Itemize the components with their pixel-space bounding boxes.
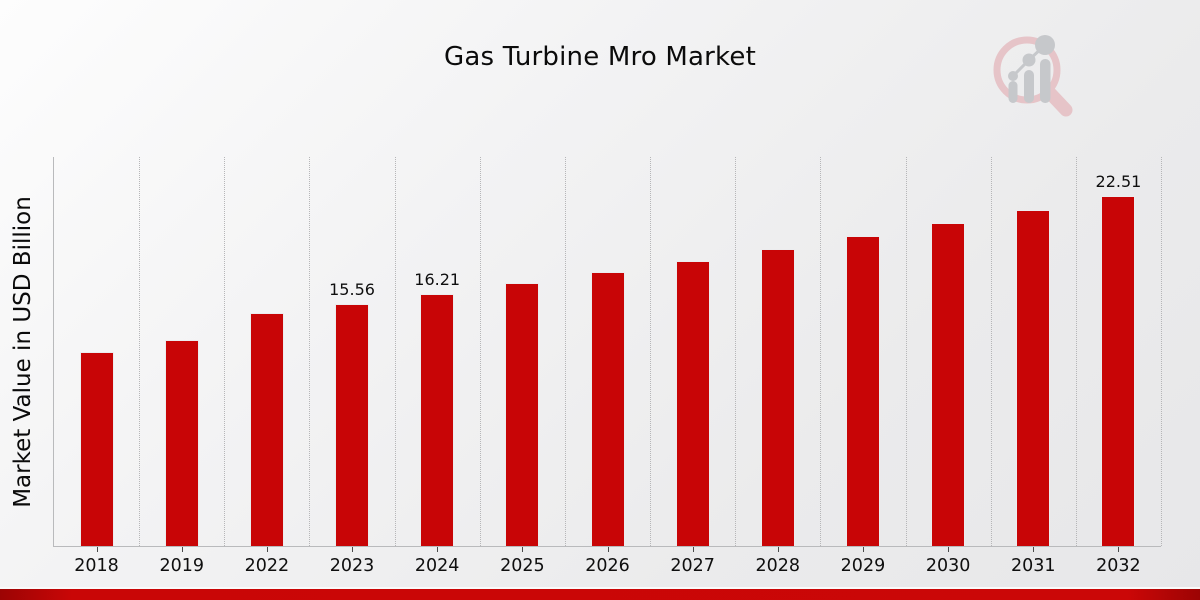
- plot-area: 2018 2019 2022 15.56 2023 16.21 2024 2025 2026 20…: [53, 157, 1162, 576]
- mrfr-magnifier-bar-chart-logo-icon: [993, 35, 1073, 117]
- x-tick-label: 2026: [585, 556, 630, 576]
- x-axis-tick: [96, 547, 98, 552]
- bar-2024: [420, 293, 455, 546]
- x-tick-label: 2029: [840, 556, 886, 576]
- bar-2026: [590, 272, 625, 546]
- bar-value-label: 15.56: [329, 279, 375, 299]
- chart-title: Gas Turbine Mro Market: [444, 42, 756, 72]
- x-axis-tick: [266, 547, 268, 552]
- x-tick-label: 2025: [500, 556, 545, 576]
- x-axis-tick: [607, 547, 609, 552]
- gridline: [394, 157, 396, 546]
- bar-2030: [931, 223, 966, 546]
- bar-2029: [845, 236, 880, 546]
- bar-2022: [249, 312, 284, 546]
- x-tick-label: 2022: [244, 556, 290, 576]
- footer-accent-bar: [0, 589, 1200, 600]
- x-tick-label: 2023: [329, 556, 375, 576]
- x-axis-tick: [522, 547, 524, 552]
- gridline: [1161, 157, 1162, 546]
- gridline: [564, 157, 566, 546]
- x-axis-tick: [692, 547, 694, 552]
- bar-2028: [760, 248, 795, 546]
- bar-2025: [505, 283, 540, 546]
- y-axis-label: Market Value in USD Billion: [10, 196, 36, 508]
- gridline: [309, 157, 311, 546]
- x-axis-tick: [352, 547, 354, 552]
- gridline: [820, 157, 822, 546]
- gridline: [905, 157, 907, 546]
- gridline: [650, 157, 652, 546]
- bar-2019: [164, 340, 199, 546]
- x-axis-tick: [862, 547, 864, 552]
- x-axis-tick: [948, 547, 950, 552]
- gridline: [479, 157, 481, 546]
- x-tick-label: 2030: [925, 556, 971, 576]
- gridline: [735, 157, 737, 546]
- bar-2032: [1101, 195, 1136, 546]
- gridline: [224, 157, 226, 546]
- bar-2027: [675, 260, 710, 546]
- x-axis-tick: [1033, 547, 1035, 552]
- bar-2018: [79, 351, 114, 546]
- gridline: [990, 157, 992, 546]
- footer-separator: [0, 587, 1200, 589]
- x-tick-label: 2024: [414, 556, 460, 576]
- x-axis-tick: [777, 547, 779, 552]
- bar-2031: [1016, 209, 1051, 546]
- gridline: [1075, 157, 1077, 546]
- bar-2023: [335, 303, 370, 546]
- x-tick-label: 2032: [1096, 556, 1141, 576]
- x-tick-label: 2031: [1010, 556, 1056, 576]
- x-tick-label: 2027: [670, 556, 715, 576]
- x-axis-tick: [437, 547, 439, 552]
- x-tick-label: 2028: [755, 556, 801, 576]
- x-tick-label: 2019: [159, 556, 204, 576]
- bar-value-label: 16.21: [414, 269, 461, 289]
- x-tick-label: 2018: [74, 556, 119, 576]
- bar-value-label: 22.51: [1095, 171, 1142, 191]
- x-axis-tick: [1118, 547, 1120, 552]
- gridline: [139, 157, 141, 546]
- x-axis-tick: [181, 547, 183, 552]
